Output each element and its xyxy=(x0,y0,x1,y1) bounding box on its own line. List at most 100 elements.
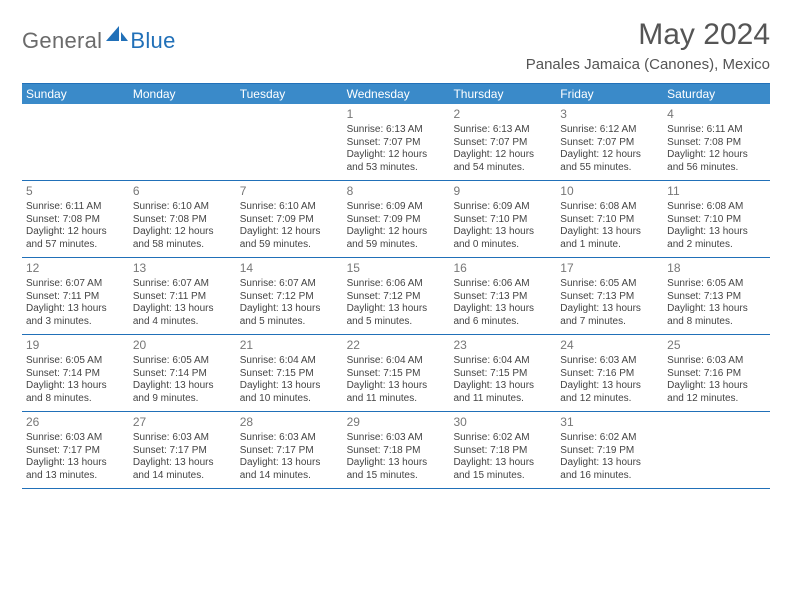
day-number: 31 xyxy=(560,415,659,430)
day-number: 19 xyxy=(26,338,125,353)
day-info-line: Sunrise: 6:06 AM xyxy=(347,278,446,291)
day-info-line: Daylight: 13 hours and 8 minutes. xyxy=(26,380,125,405)
day-info-line: Sunrise: 6:08 AM xyxy=(560,201,659,214)
week-row: 12Sunrise: 6:07 AMSunset: 7:11 PMDayligh… xyxy=(22,258,770,335)
title-block: May 2024 Panales Jamaica (Canones), Mexi… xyxy=(526,18,770,73)
day-info-line: Sunset: 7:14 PM xyxy=(133,368,232,381)
month-title: May 2024 xyxy=(526,18,770,52)
day-info-line: Daylight: 13 hours and 0 minutes. xyxy=(453,226,552,251)
dow-row: SundayMondayTuesdayWednesdayThursdayFrid… xyxy=(22,84,770,104)
day-info-line: Sunset: 7:12 PM xyxy=(240,291,339,304)
day-cell: 22Sunrise: 6:04 AMSunset: 7:15 PMDayligh… xyxy=(343,335,450,411)
day-info-line: Daylight: 13 hours and 12 minutes. xyxy=(560,380,659,405)
weeks-container: 1Sunrise: 6:13 AMSunset: 7:07 PMDaylight… xyxy=(22,104,770,489)
day-info-line: Sunset: 7:15 PM xyxy=(240,368,339,381)
day-number: 11 xyxy=(667,184,766,199)
day-info-line: Sunset: 7:16 PM xyxy=(667,368,766,381)
day-info-line: Daylight: 12 hours and 56 minutes. xyxy=(667,149,766,174)
day-info-line: Daylight: 13 hours and 5 minutes. xyxy=(347,303,446,328)
day-cell: 17Sunrise: 6:05 AMSunset: 7:13 PMDayligh… xyxy=(556,258,663,334)
day-info-line: Sunrise: 6:07 AM xyxy=(133,278,232,291)
day-number: 28 xyxy=(240,415,339,430)
day-number: 10 xyxy=(560,184,659,199)
day-cell: 14Sunrise: 6:07 AMSunset: 7:12 PMDayligh… xyxy=(236,258,343,334)
dow-cell: Friday xyxy=(556,84,663,104)
day-info-line: Sunrise: 6:03 AM xyxy=(667,355,766,368)
day-info-line: Daylight: 13 hours and 7 minutes. xyxy=(560,303,659,328)
day-cell: 31Sunrise: 6:02 AMSunset: 7:19 PMDayligh… xyxy=(556,412,663,488)
day-info-line: Sunrise: 6:07 AM xyxy=(26,278,125,291)
day-cell: 21Sunrise: 6:04 AMSunset: 7:15 PMDayligh… xyxy=(236,335,343,411)
day-cell xyxy=(663,412,770,488)
day-info-line: Daylight: 12 hours and 58 minutes. xyxy=(133,226,232,251)
day-number: 18 xyxy=(667,261,766,276)
day-number: 29 xyxy=(347,415,446,430)
logo-sail-icon xyxy=(106,26,128,49)
week-row: 19 Sunrise: 6:05 AMSunset: 7:14 PM Dayligh… xyxy=(22,335,770,412)
day-number: 27 xyxy=(133,415,232,430)
day-info-line: Sunset: 7:08 PM xyxy=(667,137,766,150)
week-row: 5Sunrise: 6:11 AMSunset: 7:08 PMDaylight… xyxy=(22,181,770,258)
dow-cell: Thursday xyxy=(449,84,556,104)
day-cell: 24Sunrise: 6:03 AMSunset: 7:16 PMDayligh… xyxy=(556,335,663,411)
day-info-line: Sunrise: 6:08 AM xyxy=(667,201,766,214)
day-info-line: Daylight: 13 hours and 1 minute. xyxy=(560,226,659,251)
day-info-line: Sunrise: 6:04 AM xyxy=(240,355,339,368)
day-info-line: Sunrise: 6:03 AM xyxy=(240,432,339,445)
day-number: 8 xyxy=(347,184,446,199)
day-info-line: Daylight: 12 hours and 57 minutes. xyxy=(26,226,125,251)
day-info-line: Sunrise: 6:05 AM xyxy=(133,355,232,368)
day-cell: 20Sunrise: 6:05 AMSunset: 7:14 PMDayligh… xyxy=(129,335,236,411)
day-info-line: Sunset: 7:13 PM xyxy=(560,291,659,304)
day-number: 20 xyxy=(133,338,232,353)
day-info-line: Sunset: 7:07 PM xyxy=(347,137,446,150)
day-info-line: Sunrise: 6:10 AM xyxy=(133,201,232,214)
dow-cell: Monday xyxy=(129,84,236,104)
day-info-line: Sunset: 7:15 PM xyxy=(453,368,552,381)
day-info-line: Sunrise: 6:04 AM xyxy=(453,355,552,368)
day-info-line: Sunset: 7:09 PM xyxy=(240,214,339,227)
day-info-line: Sunset: 7:10 PM xyxy=(560,214,659,227)
day-number: 17 xyxy=(560,261,659,276)
day-number: 9 xyxy=(453,184,552,199)
day-number: 23 xyxy=(453,338,552,353)
day-info-line: Sunrise: 6:05 AM xyxy=(667,278,766,291)
day-cell: 10 Sunrise: 6:08 AMSunset: 7:10 PMDayligh… xyxy=(556,181,663,257)
dow-cell: Saturday xyxy=(663,84,770,104)
day-cell: 30Sunrise: 6:02 AMSunset: 7:18 PMDayligh… xyxy=(449,412,556,488)
day-number: 4 xyxy=(667,107,766,122)
calendar: SundayMondayTuesdayWednesdayThursdayFrid… xyxy=(22,83,770,489)
day-cell: 27Sunrise: 6:03 AMSunset: 7:17 PMDayligh… xyxy=(129,412,236,488)
day-info-line: Sunrise: 6:04 AM xyxy=(347,355,446,368)
header: General Blue May 2024 Panales Jamaica (C… xyxy=(22,18,770,73)
day-cell: 23Sunrise: 6:04 AMSunset: 7:15 PMDayligh… xyxy=(449,335,556,411)
day-cell: 26Sunrise: 6:03 AMSunset: 7:17 PMDayligh… xyxy=(22,412,129,488)
day-info-line: Sunset: 7:10 PM xyxy=(453,214,552,227)
day-info-line: Sunset: 7:13 PM xyxy=(667,291,766,304)
day-info-line: Daylight: 13 hours and 13 minutes. xyxy=(26,457,125,482)
logo-text-general: General xyxy=(22,28,102,54)
day-info-line: Sunset: 7:11 PM xyxy=(133,291,232,304)
day-number: 21 xyxy=(240,338,339,353)
day-info-line: Sunrise: 6:07 AM xyxy=(240,278,339,291)
dow-cell: Wednesday xyxy=(343,84,450,104)
day-info-line: Daylight: 12 hours and 59 minutes. xyxy=(347,226,446,251)
day-cell: 19Sunrise: 6:05 AMSunset: 7:14 PMDayligh… xyxy=(22,335,129,411)
day-cell: 25Sunrise: 6:03 AMSunset: 7:16 PMDayligh… xyxy=(663,335,770,411)
day-number: 1 xyxy=(347,107,446,122)
day-number: 26 xyxy=(26,415,125,430)
day-number: 25 xyxy=(667,338,766,353)
day-info-line: Sunset: 7:08 PM xyxy=(26,214,125,227)
day-info-line: Sunset: 7:17 PM xyxy=(26,445,125,458)
day-info-line: Daylight: 12 hours and 54 minutes. xyxy=(453,149,552,174)
day-info-line: Sunset: 7:15 PM xyxy=(347,368,446,381)
day-info-line: Daylight: 12 hours and 53 minutes. xyxy=(347,149,446,174)
day-info-line: Daylight: 13 hours and 14 minutes. xyxy=(240,457,339,482)
day-cell: 8Sunrise: 6:09 AMSunset: 7:09 PMDaylight… xyxy=(343,181,450,257)
day-info-line: Daylight: 13 hours and 15 minutes. xyxy=(347,457,446,482)
day-cell: 2Sunrise: 6:13 AMSunset: 7:07 PMDaylight… xyxy=(449,104,556,180)
day-info-line: Daylight: 13 hours and 14 minutes. xyxy=(133,457,232,482)
day-info-line: Sunset: 7:07 PM xyxy=(560,137,659,150)
day-cell: 15Sunrise: 6:06 AMSunset: 7:12 PMDayligh… xyxy=(343,258,450,334)
logo: General Blue xyxy=(22,26,176,55)
